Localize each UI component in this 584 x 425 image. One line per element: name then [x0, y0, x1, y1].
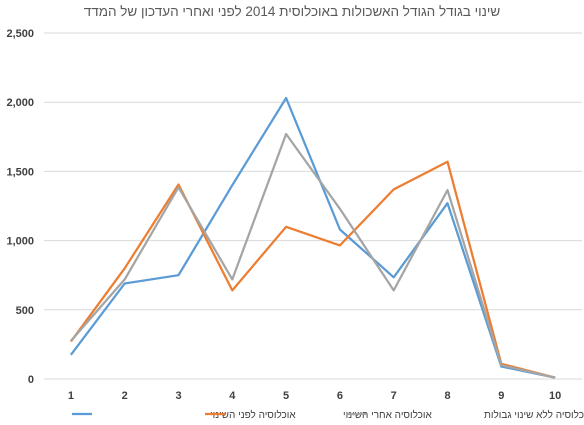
y-tick-label: 2,000 [6, 97, 34, 109]
series-line-2 [69, 160, 556, 379]
legend-label: אוכלוסיה לפני השינוי [210, 409, 296, 421]
x-axis-tick-labels: 1 2 3 4 5 6 7 8 9 10 [68, 390, 561, 402]
legend-label: אוכלוסיה אחרי השינוי [343, 409, 433, 421]
x-tick-label: 5 [283, 390, 289, 402]
x-tick-label: 7 [391, 390, 397, 402]
legend: אוכלוסיה לפני השינוי אוכלוסיה אחרי השינוי… [72, 409, 584, 421]
x-tick-label: 10 [549, 390, 561, 402]
x-tick-label: 9 [498, 390, 504, 402]
y-tick-label: 2,500 [6, 28, 34, 40]
x-tick-label: 4 [229, 390, 236, 402]
x-tick-label: 3 [175, 390, 181, 402]
y-tick-label: 0 [28, 374, 34, 386]
y-tick-label: 500 [16, 305, 34, 317]
series-line-3 [70, 132, 556, 379]
x-tick-label: 1 [68, 390, 74, 402]
y-tick-label: 1,000 [6, 236, 34, 248]
series-line-1 [70, 96, 556, 379]
series-lines [69, 96, 556, 379]
legend-label: אוכלוסיה ללא שינוי גבולות [484, 409, 584, 421]
gridlines [44, 32, 582, 380]
y-axis-tick-labels: 0 500 1,000 1,500 2,000 2,500 [6, 28, 34, 386]
chart-title: שינוי בגודל הגודל האשכולות באוכלוסית 201… [83, 4, 501, 19]
y-tick-label: 1,500 [6, 166, 34, 178]
x-tick-label: 8 [444, 390, 450, 402]
x-tick-label: 6 [337, 390, 343, 402]
x-tick-label: 2 [122, 390, 128, 402]
